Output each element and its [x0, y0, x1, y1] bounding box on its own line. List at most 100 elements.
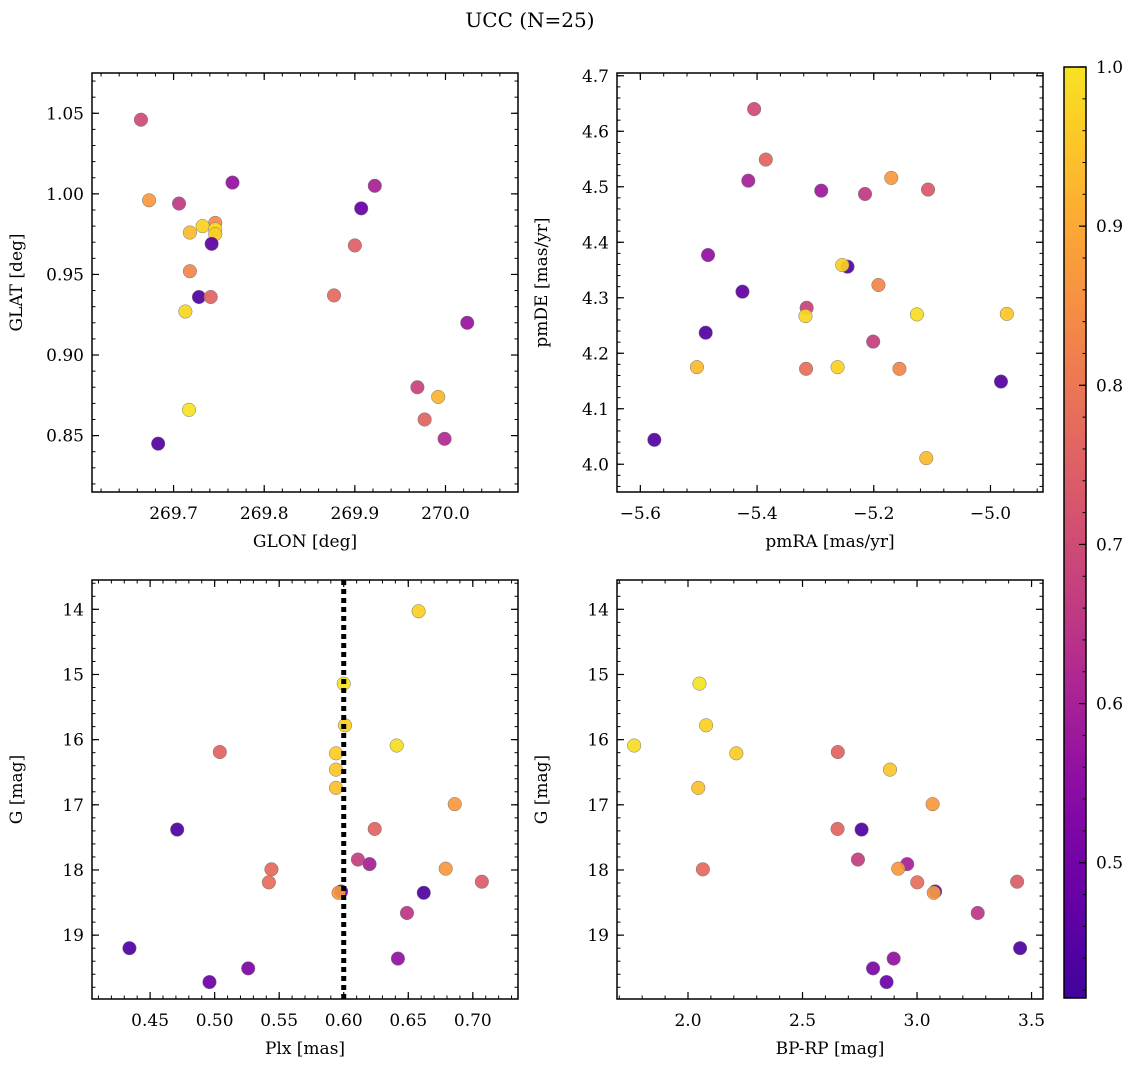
y-tick-label: 1.05 — [46, 104, 84, 124]
data-point — [1013, 941, 1028, 956]
y-tick-label: 18 — [62, 861, 84, 881]
y-tick-label: 4.2 — [582, 344, 609, 364]
data-point — [438, 861, 453, 876]
axes-frame — [616, 579, 1044, 1000]
data-point — [367, 178, 382, 193]
scatter-panels: 269.7 269.8 269.9 270.0 0.85 0.90 0.95 1.00 1.05… — [7, 67, 1045, 1059]
data-point — [447, 797, 462, 812]
y-tick-label: 0.85 — [46, 427, 84, 447]
data-point — [926, 885, 941, 900]
y-axis-label: GLAT [deg] — [7, 233, 27, 331]
y-tick-label: 4.6 — [582, 122, 609, 142]
x-axis-label: BP-RP [mag] — [776, 1039, 885, 1059]
data-point — [814, 183, 829, 198]
y-tick-label: 4.5 — [582, 178, 609, 198]
data-point — [389, 738, 404, 753]
data-point — [627, 738, 642, 753]
colorbar-gradient — [1064, 67, 1086, 998]
x-tick-label: 3.0 — [904, 1011, 931, 1031]
data-point — [692, 676, 707, 691]
minor-ticks — [616, 73, 1043, 492]
data-point — [920, 182, 936, 197]
major-ticks — [92, 580, 518, 999]
data-point — [647, 432, 662, 447]
data-point — [133, 112, 148, 127]
figure-title: UCC (N=25) — [465, 8, 594, 32]
data-point — [866, 334, 881, 349]
data-point — [882, 762, 898, 777]
y-tick-label: 4.0 — [582, 455, 609, 475]
x-axis-label: pmRA [mas/yr] — [765, 532, 894, 552]
data-point — [261, 875, 276, 890]
minor-ticks — [92, 580, 518, 999]
data-point — [328, 746, 344, 761]
data-point — [884, 170, 899, 185]
colorbar-tick-label: 0.9 — [1096, 217, 1123, 237]
x-tick-label: 0.65 — [389, 1011, 427, 1031]
data-point — [1010, 874, 1025, 889]
x-tick-label: 0.60 — [325, 1011, 363, 1031]
data-point — [691, 780, 706, 795]
y-tick-label: 19 — [587, 926, 609, 946]
y-tick-label: 4.1 — [582, 400, 609, 420]
y-tick-label: 14 — [62, 600, 84, 620]
x-tick-label: 2.5 — [789, 1011, 816, 1031]
data-point — [830, 744, 845, 760]
colorbar-tick-label: 0.5 — [1096, 854, 1123, 874]
data-point — [195, 219, 210, 234]
data-point — [925, 797, 940, 812]
colorbar-tick-label: 0.7 — [1096, 535, 1123, 555]
data-point — [431, 389, 446, 404]
data-point — [695, 862, 710, 877]
data-point — [689, 360, 704, 375]
plot-area — [647, 102, 1014, 466]
y-axis-label: pmDE [mas/yr] — [532, 217, 552, 347]
data-point — [747, 102, 762, 117]
data-point — [178, 304, 193, 319]
x-tick-label: 269.7 — [149, 504, 198, 524]
data-point — [871, 277, 886, 293]
data-point — [891, 861, 906, 876]
data-point — [328, 780, 344, 795]
data-point — [367, 821, 382, 836]
data-point — [758, 152, 773, 167]
data-point — [328, 762, 344, 777]
data-point — [182, 264, 197, 279]
data-point — [354, 201, 369, 216]
x-tick-label: 269.9 — [331, 504, 380, 524]
data-point — [202, 975, 217, 990]
data-point — [171, 196, 187, 211]
axes-frame — [91, 579, 519, 1000]
data-point — [999, 306, 1014, 321]
major-ticks — [617, 580, 1043, 999]
y-tick-label: 4.7 — [582, 67, 609, 87]
x-tick-label: 269.8 — [240, 504, 289, 524]
data-point — [698, 325, 713, 340]
y-axis-label: G [mag] — [7, 755, 27, 824]
data-point — [241, 961, 256, 976]
data-point — [892, 361, 907, 376]
y-tick-label: 0.90 — [46, 346, 84, 366]
colorbar-tick-label: 0.8 — [1096, 376, 1123, 396]
data-point — [181, 402, 197, 417]
y-tick-label: 17 — [587, 796, 609, 816]
x-tick-label: −5.0 — [970, 504, 1011, 524]
x-tick-label: 0.50 — [196, 1011, 234, 1031]
major-ticks — [617, 73, 1043, 492]
data-point — [410, 380, 425, 395]
data-point — [122, 941, 137, 956]
data-point — [910, 875, 925, 890]
y-tick-label: 16 — [587, 731, 609, 751]
data-point — [182, 225, 197, 240]
colorbar-tick-label: 1.0 — [1096, 58, 1123, 78]
data-point — [854, 822, 869, 837]
y-tick-label: 19 — [62, 926, 84, 946]
data-point — [919, 451, 934, 466]
axes-frame — [91, 72, 519, 493]
data-point — [830, 821, 845, 836]
x-axis-label: GLON [deg] — [253, 532, 357, 552]
data-point — [142, 193, 157, 208]
data-point — [735, 284, 750, 299]
data-point — [390, 951, 405, 966]
